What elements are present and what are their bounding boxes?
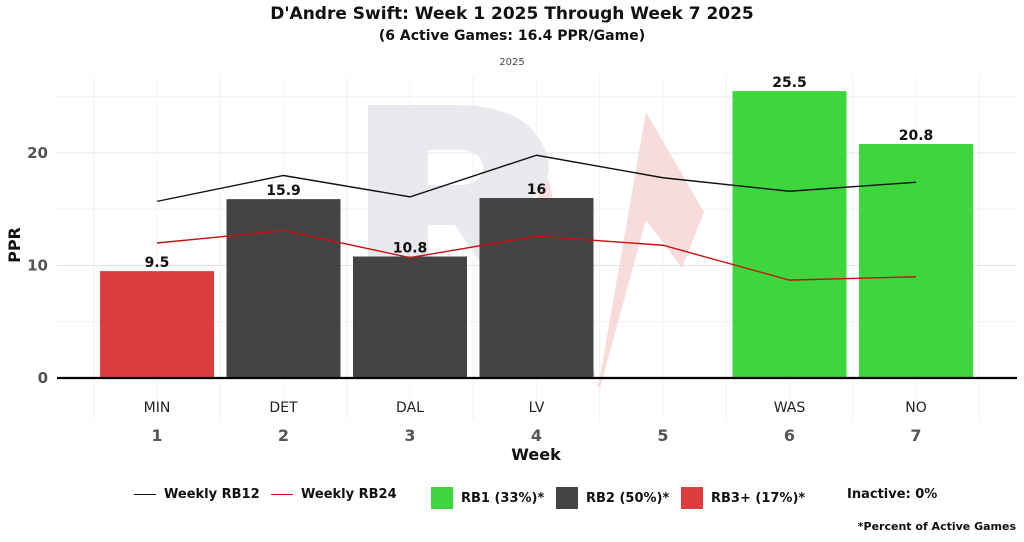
bar-value-label: 16 <box>527 182 546 198</box>
x-week-label: 1 <box>151 426 162 445</box>
bar-value-label: 15.9 <box>266 183 301 199</box>
chart-subtitle: (6 Active Games: 16.4 PPR/Game) <box>378 28 646 44</box>
bar-value-label: 20.8 <box>899 128 934 144</box>
y-tick-label: 20 <box>27 144 48 162</box>
legend-label-rb3: RB3+ (17%)* <box>711 490 806 506</box>
x-opponent-label: NO <box>905 400 927 416</box>
legend-swatch-rb3 <box>681 487 703 509</box>
y-tick-label: 0 <box>38 369 48 387</box>
bar-week-7 <box>859 144 973 378</box>
bar-value-label: 25.5 <box>772 75 807 91</box>
bar-week-2 <box>226 199 341 378</box>
y-tick-label: 10 <box>27 257 48 275</box>
x-week-label: 4 <box>531 426 542 445</box>
x-axis-title: Week <box>511 445 561 464</box>
legend-item-rb2: RB2 (50%)* <box>556 487 669 509</box>
legend: Weekly RB12 Weekly RB24 RB1 (33%)* RB2 (… <box>0 487 1024 511</box>
bar-week-3 <box>353 256 467 378</box>
legend-label-rb12: Weekly RB12 <box>164 487 260 502</box>
legend-item-rb24: Weekly RB24 <box>271 487 397 502</box>
legend-label-rb2: RB2 (50%)* <box>586 490 670 506</box>
bar-value-label: 9.5 <box>145 255 170 271</box>
bar-week-1 <box>100 271 214 378</box>
legend-item-rb1: RB1 (33%)* <box>431 487 544 509</box>
y-axis-title: PPR <box>5 227 24 263</box>
chart-canvas: 9.5 15.9 10.8 16 25.5 20.8 0 10 20 MIN 1 DET 2 DAL 3… <box>5 75 1017 464</box>
x-week-label: 2 <box>278 426 289 445</box>
legend-swatch-rb1 <box>431 487 453 509</box>
legend-line-rb24 <box>271 494 293 495</box>
x-week-label: 6 <box>784 426 795 445</box>
bar-value-label: 10.8 <box>393 241 428 257</box>
x-week-label: 5 <box>657 426 668 445</box>
x-opponent-label: DAL <box>396 400 424 416</box>
line-weekly-rb24 <box>156 229 917 281</box>
line-weekly-rb12 <box>156 154 917 203</box>
legend-swatch-rb2 <box>556 487 578 509</box>
legend-item-inactive: Inactive: 0% <box>847 487 937 502</box>
legend-item-rb12: Weekly RB12 <box>134 487 260 502</box>
legend-line-rb12 <box>134 494 156 495</box>
legend-label-rb1: RB1 (33%)* <box>461 490 545 506</box>
x-axis: MIN 1 DET 2 DAL 3 LV 4 5 WAS 6 NO 7 <box>144 400 927 445</box>
x-opponent-label: DET <box>269 400 298 416</box>
y-axis: 0 10 20 <box>27 144 48 387</box>
x-opponent-label: WAS <box>774 400 806 416</box>
x-week-label: 3 <box>404 426 415 445</box>
trend-lines <box>156 154 917 281</box>
chart-title: D'Andre Swift: Week 1 2025 Through Week … <box>270 4 754 24</box>
bar-week-6 <box>732 91 847 378</box>
legend-label-rb24: Weekly RB24 <box>301 487 397 502</box>
season-label: 2025 <box>499 57 525 68</box>
legend-item-rb3: RB3+ (17%)* <box>681 487 805 509</box>
bar-week-4 <box>479 198 594 378</box>
x-opponent-label: MIN <box>144 400 171 416</box>
footnote: *Percent of Active Games <box>857 520 1016 533</box>
x-week-label: 7 <box>910 426 921 445</box>
bars <box>100 91 973 378</box>
x-opponent-label: LV <box>529 400 545 416</box>
legend-label-inactive: Inactive: 0% <box>847 487 938 502</box>
bar-value-labels: 9.5 15.9 10.8 16 25.5 20.8 <box>145 75 934 271</box>
